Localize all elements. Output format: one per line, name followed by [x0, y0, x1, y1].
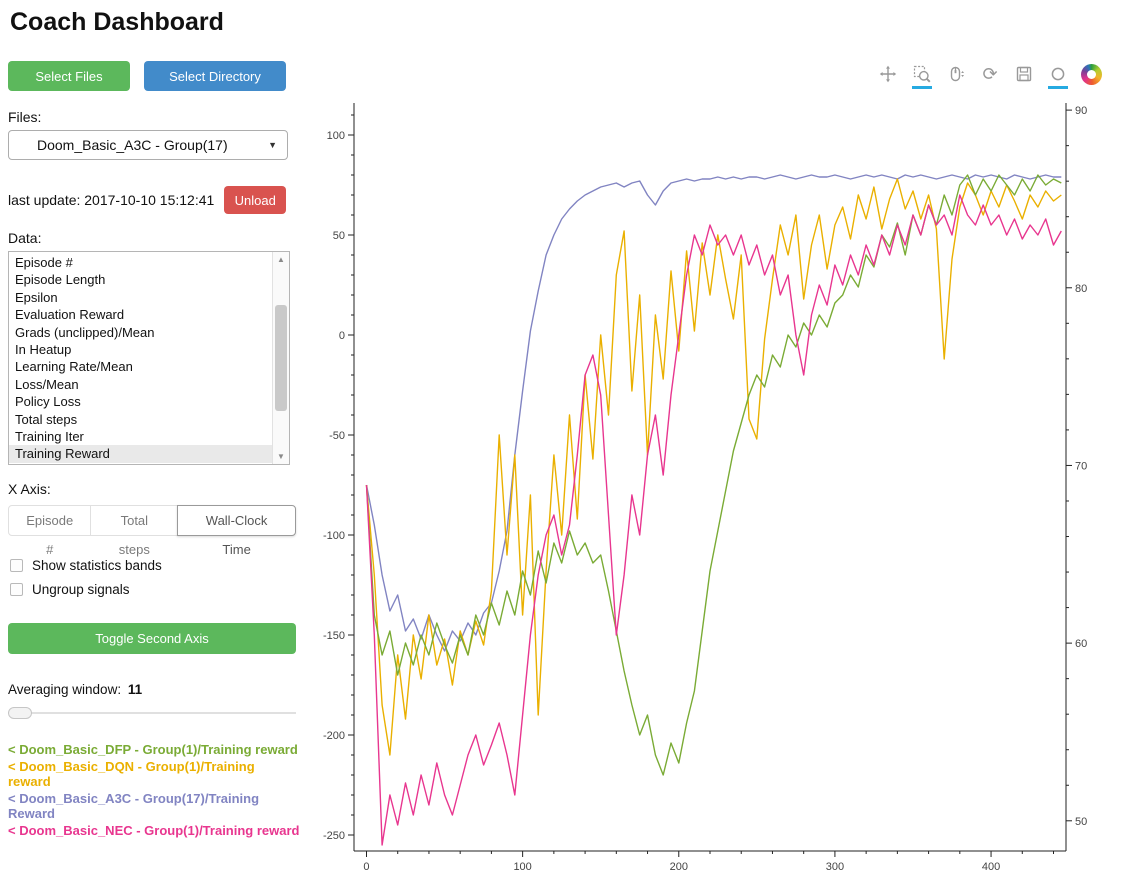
- last-update-text: last update: 2017-10-10 15:12:41: [8, 192, 215, 208]
- y2-axis-tick-label: 50: [1075, 816, 1087, 828]
- averaging-slider[interactable]: [8, 706, 296, 720]
- scroll-down-icon[interactable]: ▼: [277, 452, 285, 461]
- bokeh-logo-center: [1087, 69, 1096, 79]
- data-list-item[interactable]: In Heatup: [15, 342, 72, 358]
- checkbox-row: Ungroup signals: [10, 582, 296, 597]
- reset-icon[interactable]: ⟳: [982, 64, 998, 84]
- pan-icon[interactable]: [877, 63, 899, 85]
- x-axis-label: X Axis:: [8, 481, 51, 497]
- bokeh-toolbar: ⟳: [300, 49, 1142, 91]
- y-axis-tick-label: -150: [323, 630, 345, 642]
- averaging-window-value: 11: [127, 682, 143, 697]
- y2-axis-tick-label: 80: [1075, 283, 1087, 295]
- chevron-down-icon: ▼: [268, 140, 277, 150]
- slider-thumb[interactable]: [8, 707, 32, 719]
- unload-button[interactable]: Unload: [224, 186, 287, 214]
- checkbox[interactable]: [10, 559, 23, 572]
- legend-item[interactable]: < Doom_Basic_A3C - Group(17)/Training Re…: [8, 791, 260, 821]
- plot-container[interactable]: 100 50 0 -50 -100 -150 -200 -250 0 100 200 300 400 90…: [304, 91, 1142, 884]
- x-axis-tick-label: 200: [670, 861, 688, 873]
- page-title: Coach Dashboard: [10, 8, 224, 36]
- data-list-item[interactable]: Loss/Mean: [15, 376, 79, 392]
- x-axis-tick-label: 300: [826, 861, 844, 873]
- scrollbar-thumb[interactable]: [275, 305, 287, 411]
- box-zoom-icon[interactable]: [911, 63, 933, 89]
- legend-item[interactable]: < Doom_Basic_NEC - Group(1)/Training rew…: [8, 823, 300, 838]
- slider-track: [8, 712, 296, 714]
- x-axis-option-wall-clock-time[interactable]: Wall-Clock Time: [177, 505, 297, 557]
- x-axis-tick-label: 400: [982, 861, 1000, 873]
- legend-item[interactable]: < Doom_Basic_DFP - Group(1)/Training rew…: [8, 742, 298, 757]
- y-axis-tick-label: 50: [333, 230, 345, 242]
- scrollbar-track[interactable]: [273, 267, 289, 449]
- files-select-value: Doom_Basic_A3C - Group(17): [37, 137, 228, 153]
- y-axis-tick-label: 0: [339, 330, 345, 342]
- files-select[interactable]: Doom_Basic_A3C - Group(17) ▼: [8, 130, 288, 160]
- select-directory-button[interactable]: Select Directory: [144, 61, 286, 91]
- checkbox[interactable]: [10, 583, 23, 596]
- chart-legend: < Doom_Basic_DFP - Group(1)/Training rew…: [8, 742, 299, 838]
- y2-axis-tick-label: 70: [1075, 460, 1087, 472]
- checkbox-label: Ungroup signals: [32, 582, 130, 597]
- data-list-item[interactable]: Grads (unclipped)/Mean: [15, 324, 155, 340]
- y2-axis-tick-label: 60: [1075, 638, 1087, 650]
- y-axis-tick-label: -250: [323, 830, 345, 842]
- x-axis-option-total-steps[interactable]: Total steps: [90, 505, 179, 557]
- data-list: Episode # Episode Length Epsilon Evaluation…: [9, 252, 272, 464]
- data-list-item[interactable]: Policy Loss: [15, 394, 81, 410]
- sidebar: Select Files Select Directory Files: Doo…: [0, 49, 300, 884]
- data-list-item[interactable]: Episode Length: [15, 272, 106, 288]
- series-line: [365, 178, 1062, 756]
- file-buttons-row: Select Files Select Directory: [8, 61, 296, 91]
- checkbox-group: Show statistics bands Ungroup signals: [8, 558, 296, 597]
- y-axis-tick-label: -50: [329, 430, 345, 442]
- data-list-item[interactable]: Episode #: [15, 255, 73, 270]
- data-list-item[interactable]: Total steps: [15, 411, 78, 427]
- chart-area: ⟳ 100 50 0 -50 -100 -150 -200 -250 0 100 200 300 400…: [300, 49, 1142, 884]
- bokeh-logo[interactable]: [1081, 63, 1102, 85]
- scrollbar[interactable]: ▲ ▼: [272, 252, 289, 464]
- plot-canvas[interactable]: 100 50 0 -50 -100 -150 -200 -250 0 100 200 300 400 90…: [304, 91, 1110, 881]
- y-axis-tick-label: -100: [323, 530, 345, 542]
- y-axis-tick-label: -200: [323, 730, 345, 742]
- legend-item[interactable]: < Doom_Basic_DQN - Group(1)/Training rew…: [8, 759, 255, 789]
- scroll-up-icon[interactable]: ▲: [277, 255, 285, 264]
- x-axis-button-group: Episode # Total steps Wall-Clock Time: [8, 505, 297, 557]
- averaging-window-row: Averaging window: 11: [8, 682, 296, 697]
- data-list-item[interactable]: Evaluation Reward: [15, 307, 125, 323]
- main-content: Select Files Select Directory Files: Doo…: [0, 49, 1142, 884]
- y-axis-tick-label: 100: [327, 130, 345, 142]
- data-list-item[interactable]: Epsilon: [15, 289, 58, 305]
- data-list-item[interactable]: Training Reward: [9, 445, 272, 463]
- data-list-item[interactable]: Training Iter: [15, 429, 84, 445]
- checkbox-row: Show statistics bands: [10, 558, 296, 573]
- files-label: Files:: [8, 109, 42, 125]
- y2-axis-tick-label: 90: [1075, 105, 1087, 117]
- x-axis-tick-label: 100: [513, 861, 531, 873]
- series-line: [365, 194, 1062, 846]
- series-line: [365, 174, 1062, 652]
- averaging-window-label: Averaging window:: [8, 682, 122, 697]
- save-icon[interactable]: [1013, 63, 1035, 85]
- checkbox-label: Show statistics bands: [32, 558, 162, 573]
- data-list-item[interactable]: Learning Rate/Mean: [15, 359, 133, 375]
- series-line: [365, 174, 1062, 776]
- select-files-button[interactable]: Select Files: [8, 61, 130, 91]
- x-axis-option-episode-[interactable]: Episode #: [8, 505, 92, 557]
- toggle-second-axis-button[interactable]: Toggle Second Axis: [8, 623, 296, 654]
- last-update-row: last update: 2017-10-10 15:12:41 Unload: [8, 186, 296, 214]
- data-label: Data:: [8, 230, 42, 246]
- x-axis-tick-label: 0: [363, 861, 369, 873]
- data-listbox[interactable]: Episode # Episode Length Epsilon Evaluation…: [8, 251, 290, 465]
- wheel-zoom-icon[interactable]: [945, 63, 967, 85]
- hover-icon[interactable]: [1047, 63, 1069, 89]
